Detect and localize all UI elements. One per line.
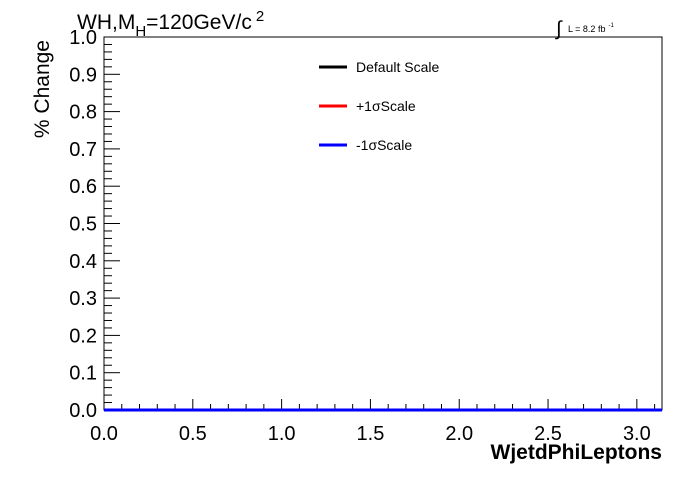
y-axis-ticks: 0.0 0.1 0.2 0.3 0.4 0.5 0.6 0.7 0.8 0.9 1.0 xyxy=(69,27,120,422)
chart-title: WH,MH=120GeV/c 2 xyxy=(77,8,264,40)
title-superscript: 2 xyxy=(256,8,264,25)
x-tick-label: 0.5 xyxy=(179,423,207,445)
x-tick-label: 3.0 xyxy=(623,423,651,445)
y-tick-label: 0.4 xyxy=(69,251,97,273)
x-tick-label: 2.5 xyxy=(534,423,562,445)
title-main: WH,M xyxy=(77,11,135,34)
y-tick-label: 0.1 xyxy=(69,363,97,385)
y-tick-label: 0.5 xyxy=(69,214,97,236)
legend-label-2: -1σScale xyxy=(356,137,412,153)
lumi-superscript: -1 xyxy=(608,23,614,29)
x-tick-label: 2.0 xyxy=(445,423,473,445)
x-axis-label: WjetdPhiLeptons xyxy=(491,441,663,464)
lumi-text: L = 8.2 fb xyxy=(568,24,605,34)
y-tick-label: 0.8 xyxy=(69,102,97,124)
y-tick-label: 0.2 xyxy=(69,325,97,347)
title-rest: =120GeV/c xyxy=(146,11,252,34)
x-tick-label: 0.0 xyxy=(90,423,118,445)
lumi-label: L = 8.2 fb -1 xyxy=(568,23,614,34)
title-subscript: H xyxy=(135,23,146,40)
y-tick-label: 0.9 xyxy=(69,64,97,86)
y-tick-label: 0.3 xyxy=(69,288,97,310)
y-tick-label: 0.7 xyxy=(69,139,97,161)
y-axis-label: % Change xyxy=(31,40,54,138)
legend-label-0: Default Scale xyxy=(356,59,439,75)
y-tick-label: 0.0 xyxy=(69,400,97,422)
x-tick-label: 1.5 xyxy=(357,423,385,445)
lumi-integral-symbol: ∫ xyxy=(555,18,563,40)
x-axis-ticks: 0.0 0.5 1.0 1.5 2.0 2.5 3.0 xyxy=(90,399,656,445)
plot-frame xyxy=(103,36,663,411)
x-tick-label: 1.0 xyxy=(268,423,296,445)
y-tick-label: 0.6 xyxy=(69,176,97,198)
y-tick-label: 1.0 xyxy=(69,27,97,49)
legend: Default Scale +1σScale -1σScale xyxy=(319,59,439,153)
legend-label-1: +1σScale xyxy=(356,98,416,114)
